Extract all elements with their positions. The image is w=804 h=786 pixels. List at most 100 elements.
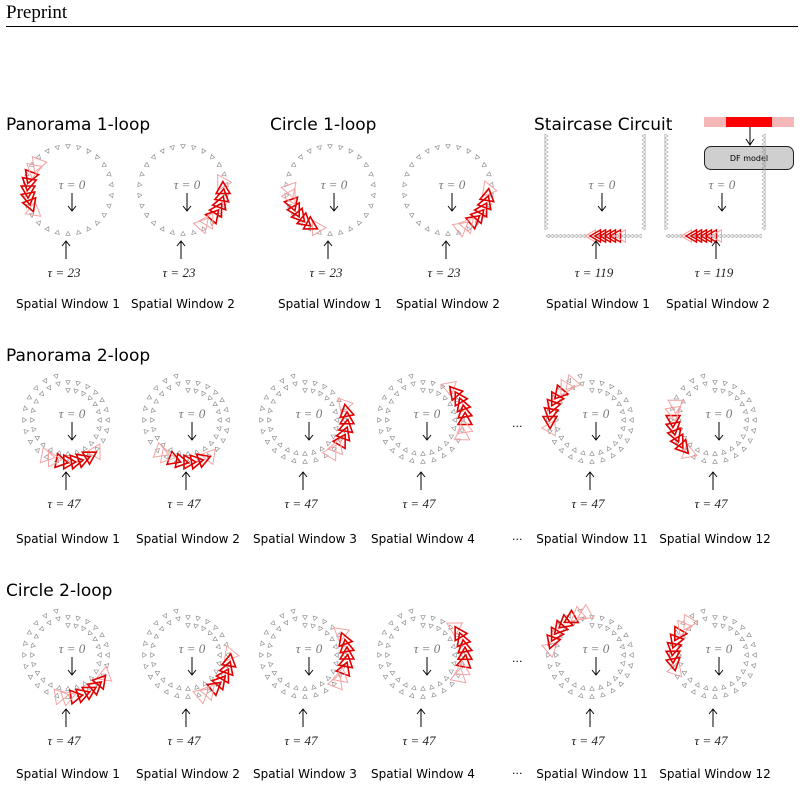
camera-marker [194, 449, 200, 455]
camera-marker [747, 438, 754, 444]
camera-marker [544, 161, 549, 167]
camera-marker [674, 675, 681, 680]
camera-marker [286, 171, 292, 177]
camera-marker [599, 380, 605, 387]
window-camera-active [21, 176, 38, 193]
camera-marker [723, 692, 729, 698]
camera-marker [411, 450, 417, 456]
camera-marker [348, 148, 354, 154]
camera-marker [451, 661, 457, 667]
camera-marker [664, 225, 669, 231]
arrow-start-pointer [182, 193, 192, 212]
camera-marker [544, 221, 549, 227]
camera-marker [357, 154, 363, 160]
window-camera-faded [481, 179, 498, 198]
window-camera-faded [280, 187, 296, 206]
camera-marker [280, 454, 286, 460]
camera-marker [324, 452, 329, 459]
camera-marker [700, 373, 706, 379]
camera-marker [386, 426, 392, 433]
camera-marker [191, 145, 197, 151]
window-camera-active [174, 452, 190, 469]
window-camera-active [207, 201, 223, 219]
window-camera-faded [321, 444, 337, 462]
spatial-window-caption: Spatial Window 3 [253, 532, 357, 546]
tau-start-label: τ = 0 [173, 177, 201, 192]
camera-marker [558, 448, 564, 454]
tau-start-label: τ = 0 [438, 177, 466, 192]
camera-marker [310, 388, 316, 394]
camera-marker [348, 226, 354, 232]
camera-marker [546, 652, 552, 658]
camera-marker [550, 629, 557, 635]
camera-marker [751, 652, 757, 658]
camera-marker [53, 692, 60, 699]
camera-marker [268, 661, 274, 668]
camera-marker [428, 623, 434, 629]
camera-marker [277, 677, 283, 683]
camera-marker [209, 441, 215, 447]
camera-marker [720, 623, 726, 629]
arrow-start-pointer [187, 657, 197, 676]
camera-marker [153, 398, 160, 404]
camera-marker [340, 406, 346, 413]
camera-marker [401, 619, 406, 626]
camera-marker [674, 440, 681, 445]
window-camera-active [669, 633, 686, 650]
camera-marker [544, 173, 549, 179]
camera-marker [311, 684, 317, 690]
camera-marker [589, 388, 595, 394]
camera-marker [377, 640, 384, 646]
camera-marker [746, 397, 752, 402]
camera-marker [280, 689, 286, 695]
camera-marker [23, 429, 29, 435]
camera-marker [597, 623, 603, 629]
window-camera-faded [683, 613, 699, 631]
camera-marker [167, 447, 173, 453]
camera-marker [212, 636, 218, 641]
camera-marker [613, 676, 619, 682]
camera-marker [402, 192, 408, 199]
camera-marker [544, 157, 549, 163]
camera-marker [700, 457, 707, 464]
camera-marker [434, 145, 440, 151]
camera-marker [103, 406, 109, 413]
camera-marker [297, 220, 303, 226]
camera-marker [693, 619, 698, 626]
camera-marker [420, 380, 426, 386]
arrow-end-pointer [585, 471, 595, 490]
camera-marker [185, 380, 191, 386]
camera-marker [310, 623, 316, 629]
camera-marker [729, 233, 734, 239]
camera-marker [761, 181, 766, 187]
camera-marker [544, 217, 549, 223]
camera-marker [544, 209, 549, 215]
camera-marker [151, 661, 157, 668]
camera-marker [389, 671, 396, 676]
window-camera-faded [451, 221, 469, 238]
df-bar-dim-left [704, 117, 726, 127]
camera-marker [544, 213, 549, 219]
camera-marker [275, 390, 282, 397]
camera-marker [220, 673, 227, 679]
camera-marker [283, 384, 288, 391]
camera-marker [223, 192, 229, 199]
window-camera-faded [198, 684, 215, 702]
camera-marker [611, 452, 616, 459]
camera-marker [53, 373, 59, 379]
window-camera-faded [159, 446, 177, 464]
camera-marker [154, 671, 161, 676]
camera-marker [741, 446, 748, 453]
window-camera-active [455, 653, 472, 670]
tau-end-label: τ = 119 [694, 265, 734, 280]
spatial-window-caption: Spatial Window 2 [396, 297, 500, 311]
camera-marker [35, 154, 41, 160]
camera-marker [194, 684, 200, 690]
camera-marker [687, 677, 693, 683]
camera-marker [673, 629, 680, 635]
camera-marker [431, 692, 437, 698]
camera-marker [566, 377, 571, 384]
camera-marker [641, 173, 646, 179]
tau-end-label: τ = 47 [47, 733, 81, 748]
camera-marker [150, 642, 156, 648]
